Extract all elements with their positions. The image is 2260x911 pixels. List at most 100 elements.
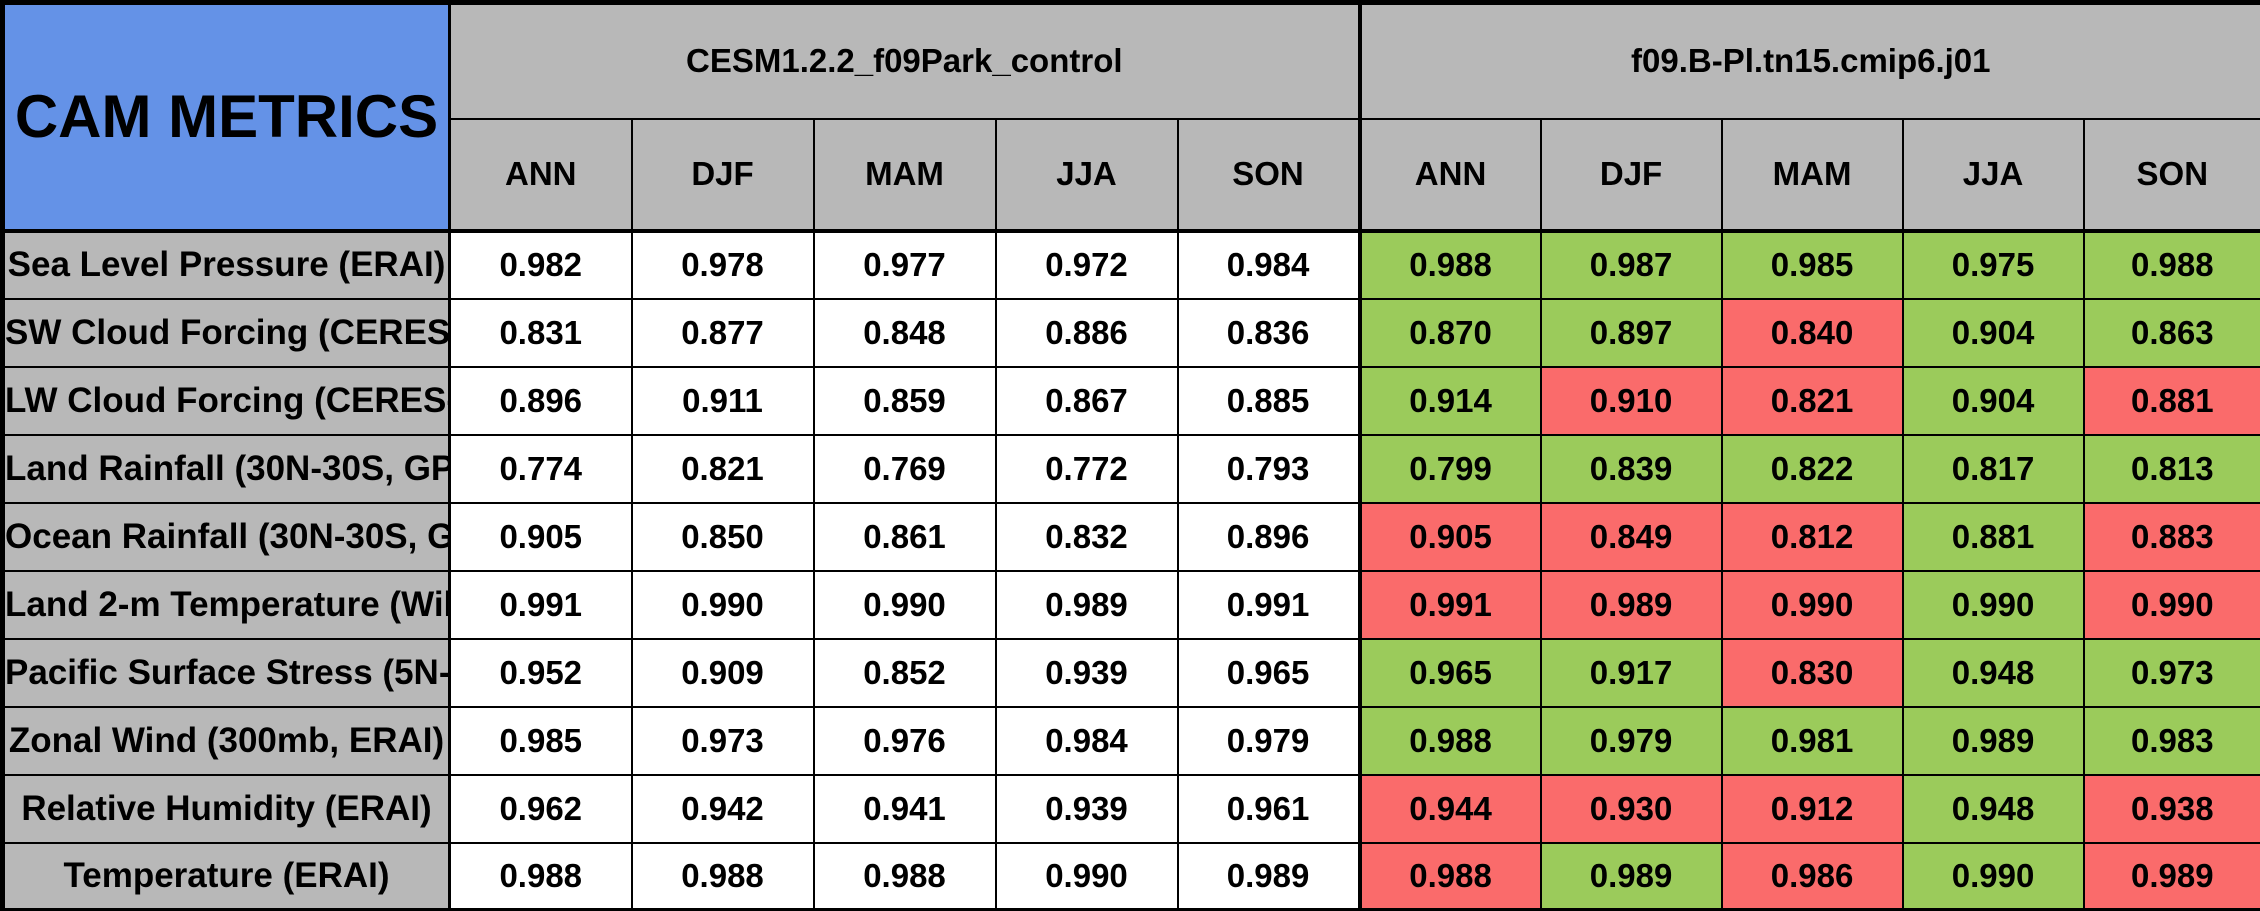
metric-label-cell: Land Rainfall (30N-30S, GPCP) [1, 433, 451, 504]
value-cell: 0.948 [1901, 637, 2085, 708]
value-cell: 0.848 [812, 297, 997, 368]
value-cell: 0.989 [1539, 569, 1723, 640]
value-cell: 0.850 [630, 501, 815, 572]
value-cell: 0.883 [2082, 501, 2260, 572]
value-cell: 0.962 [448, 773, 633, 844]
value-cell: 0.965 [1357, 637, 1542, 708]
value-cell: 0.988 [1357, 841, 1542, 911]
value-cell: 0.983 [2082, 705, 2260, 776]
value-cell: 0.852 [812, 637, 997, 708]
value-cell: 0.948 [1901, 773, 2085, 844]
value-cell: 0.896 [1176, 501, 1361, 572]
value-cell: 0.942 [630, 773, 815, 844]
table-row: Land 2-m Temperature (Willmott) 0.991 0.… [1, 569, 2260, 640]
table-row: Land Rainfall (30N-30S, GPCP) 0.774 0.82… [1, 433, 2260, 504]
value-cell: 0.769 [812, 433, 997, 504]
table-row: Ocean Rainfall (30N-30S, GPCP) 0.905 0.8… [1, 501, 2260, 572]
value-cell: 0.909 [630, 637, 815, 708]
season-header: SON [1176, 117, 1361, 233]
table-row: Relative Humidity (ERAI) 0.962 0.942 0.9… [1, 773, 2260, 844]
value-cell: 0.822 [1720, 433, 1904, 504]
value-cell: 0.799 [1357, 433, 1542, 504]
value-cell: 0.817 [1901, 433, 2085, 504]
value-cell: 0.988 [1357, 705, 1542, 776]
season-header: JJA [994, 117, 1179, 233]
value-cell: 0.990 [1901, 841, 2085, 911]
metric-label-cell: Temperature (ERAI) [1, 841, 451, 911]
value-cell: 0.938 [2082, 773, 2260, 844]
value-cell: 0.821 [630, 433, 815, 504]
value-cell: 0.836 [1176, 297, 1361, 368]
metric-label-cell: Pacific Surface Stress (5N-5S, ERS) [1, 637, 451, 708]
value-cell: 0.877 [630, 297, 815, 368]
model-group-header-row: CAM METRICS CESM1.2.2_f09Park_control f0… [1, 1, 2260, 233]
value-cell: 0.849 [1539, 501, 1723, 572]
value-cell: 0.961 [1176, 773, 1361, 844]
value-cell: 0.774 [448, 433, 633, 504]
value-cell: 0.976 [812, 705, 997, 776]
value-cell: 0.988 [1357, 229, 1542, 300]
value-cell: 0.867 [994, 365, 1179, 436]
metric-label-cell: Relative Humidity (ERAI) [1, 773, 451, 844]
season-header: DJF [630, 117, 815, 233]
table-row: SW Cloud Forcing (CERES-EBAF) 0.831 0.87… [1, 297, 2260, 368]
value-cell: 0.985 [1720, 229, 1904, 300]
season-header: DJF [1539, 117, 1723, 233]
value-cell: 0.905 [448, 501, 633, 572]
metric-label-cell: Land 2-m Temperature (Willmott) [1, 569, 451, 640]
value-cell: 0.975 [1901, 229, 2085, 300]
value-cell: 0.989 [1901, 705, 2085, 776]
value-cell: 0.977 [812, 229, 997, 300]
value-cell: 0.840 [1720, 297, 1904, 368]
value-cell: 0.989 [1539, 841, 1723, 911]
season-header: ANN [1357, 117, 1542, 233]
value-cell: 0.991 [448, 569, 633, 640]
value-cell: 0.990 [1901, 569, 2085, 640]
value-cell: 0.910 [1539, 365, 1723, 436]
value-cell: 0.917 [1539, 637, 1723, 708]
value-cell: 0.986 [1720, 841, 1904, 911]
season-header: JJA [1901, 117, 2085, 233]
value-cell: 0.905 [1357, 501, 1542, 572]
value-cell: 0.885 [1176, 365, 1361, 436]
value-cell: 0.991 [1357, 569, 1542, 640]
value-cell: 0.831 [448, 297, 633, 368]
value-cell: 0.881 [2082, 365, 2260, 436]
value-cell: 0.987 [1539, 229, 1723, 300]
value-cell: 0.988 [812, 841, 997, 911]
value-cell: 0.985 [448, 705, 633, 776]
value-cell: 0.912 [1720, 773, 1904, 844]
table-row: Sea Level Pressure (ERAI) 0.982 0.978 0.… [1, 229, 2260, 300]
value-cell: 0.984 [1176, 229, 1361, 300]
value-cell: 0.991 [1176, 569, 1361, 640]
metric-label-cell: Zonal Wind (300mb, ERAI) [1, 705, 451, 776]
value-cell: 0.772 [994, 433, 1179, 504]
value-cell: 0.897 [1539, 297, 1723, 368]
value-cell: 0.990 [2082, 569, 2260, 640]
value-cell: 0.988 [2082, 229, 2260, 300]
metric-label-cell: Ocean Rainfall (30N-30S, GPCP) [1, 501, 451, 572]
table-row: LW Cloud Forcing (CERES-EBAF) 0.896 0.91… [1, 365, 2260, 436]
value-cell: 0.972 [994, 229, 1179, 300]
group-header-test: f09.B-Pl.tn15.cmip6.j01 [1357, 1, 2260, 120]
value-cell: 0.990 [994, 841, 1179, 911]
value-cell: 0.859 [812, 365, 997, 436]
value-cell: 0.952 [448, 637, 633, 708]
value-cell: 0.988 [448, 841, 633, 911]
value-cell: 0.990 [812, 569, 997, 640]
value-cell: 0.988 [630, 841, 815, 911]
value-cell: 0.821 [1720, 365, 1904, 436]
value-cell: 0.886 [994, 297, 1179, 368]
value-cell: 0.904 [1901, 297, 2085, 368]
value-cell: 0.832 [994, 501, 1179, 572]
value-cell: 0.914 [1357, 365, 1542, 436]
value-cell: 0.973 [2082, 637, 2260, 708]
value-cell: 0.982 [448, 229, 633, 300]
value-cell: 0.990 [630, 569, 815, 640]
season-header: MAM [1720, 117, 1904, 233]
metric-label-cell: Sea Level Pressure (ERAI) [1, 229, 451, 300]
season-header: ANN [448, 117, 633, 233]
value-cell: 0.911 [630, 365, 815, 436]
season-header: SON [2082, 117, 2260, 233]
